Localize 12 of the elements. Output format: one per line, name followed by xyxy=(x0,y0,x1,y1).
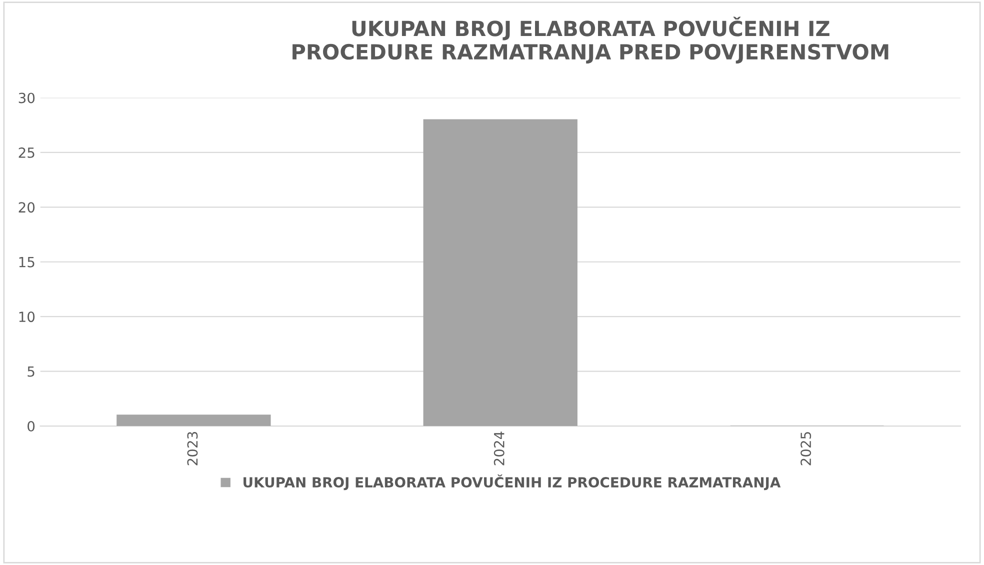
x-tick-label: 2024 xyxy=(494,432,504,466)
legend-label: UKUPAN BROJ ELABORATA POVUČENIH IZ PROCEDURE RAZMATRANJA xyxy=(244,474,781,490)
chart-title: UKUPAN BROJ ELABORATA POVUČENIH IZ PROCEDURE RAZMATRANJA PRED POVJERENSTVOM xyxy=(292,16,888,64)
y-tick-label: 0 xyxy=(28,420,35,432)
y-tick-label: 30 xyxy=(18,92,35,104)
y-tick-label: 10 xyxy=(19,312,35,322)
y-tick-label: 5 xyxy=(28,366,34,377)
y-tick-label: 25 xyxy=(18,147,34,158)
x-tick-label: 2025 xyxy=(800,432,812,466)
y-tick-label: 20 xyxy=(18,202,35,213)
y-tick-label: 15 xyxy=(19,257,34,268)
x-tick-label: 2023 xyxy=(187,432,198,466)
